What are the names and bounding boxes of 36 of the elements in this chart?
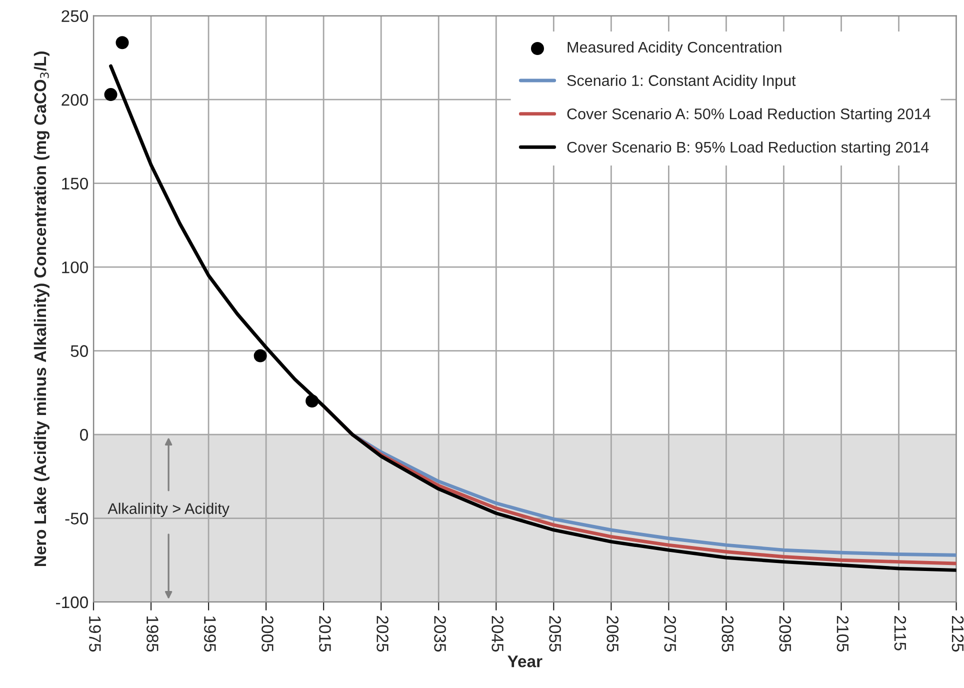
point bbox=[254, 349, 267, 362]
y-tick-label: 150 bbox=[62, 178, 88, 190]
legend-label: Scenario 1: Constant Acidity Input bbox=[567, 74, 796, 90]
x-axis-title: Year bbox=[508, 656, 542, 668]
x-tick-label: 2015 bbox=[319, 616, 331, 652]
legend-label: Cover Scenario B: 95% Load Reduction starting 2014 bbox=[567, 141, 929, 156]
y-axis-title: Nero Lake (Acidity minus Alkalinity) Concentration (mg CaCO$_{3}$/L) bbox=[34, 52, 50, 566]
x-tick-label: 2075 bbox=[664, 616, 676, 652]
x-tick-label: 2025 bbox=[376, 616, 388, 652]
point bbox=[104, 88, 118, 102]
x-tick-label: 1975 bbox=[89, 616, 101, 652]
y-tick-label: 50 bbox=[70, 345, 88, 357]
x-tick-label: 1995 bbox=[204, 616, 216, 652]
x-tick-label: 2055 bbox=[549, 616, 561, 652]
y-tick-label: -100 bbox=[56, 596, 88, 608]
y-tick-label: 200 bbox=[62, 94, 88, 106]
point bbox=[306, 394, 319, 408]
x-tick-label: 2105 bbox=[836, 616, 849, 652]
x-tick-label: 2005 bbox=[262, 616, 274, 652]
legend-label: Measured Acidity Concentration bbox=[568, 41, 782, 56]
line-series bbox=[109, 64, 956, 572]
y-tick-label: 0 bbox=[80, 428, 88, 441]
y-tick-label: 250 bbox=[62, 10, 88, 22]
x-tick-label: 2125 bbox=[952, 616, 964, 652]
x-tick-label: 2035 bbox=[434, 616, 446, 652]
band-label: Alkalinity > Acidity bbox=[108, 502, 230, 518]
x-tick-label: 2065 bbox=[606, 616, 619, 652]
x-tick-label: 2085 bbox=[722, 616, 734, 652]
y-tick-label: -50 bbox=[65, 512, 88, 524]
legend-label: Cover Scenario A: 50% Load Reduction Starting 2014 bbox=[567, 108, 930, 122]
y-tick-label: 100 bbox=[62, 261, 88, 274]
x-tick-label: 1985 bbox=[146, 616, 158, 652]
point bbox=[116, 36, 129, 50]
x-tick-label: 2045 bbox=[492, 616, 504, 652]
x-tick-label: 2095 bbox=[779, 616, 792, 652]
x-tick-label: 2115 bbox=[894, 616, 906, 650]
